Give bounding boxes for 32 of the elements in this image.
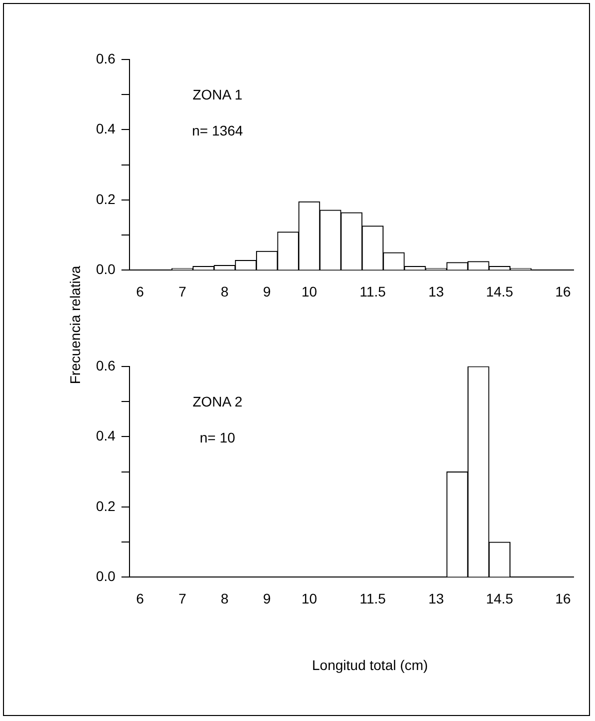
y-tick-label: 0.6 (96, 357, 116, 374)
x-tick-label: 10 (301, 590, 318, 606)
x-tick-label: 13 (428, 283, 444, 300)
annotation: ZONA 2 (192, 393, 243, 410)
x-tick-label: 7 (178, 590, 186, 606)
y-tick-label: 0.0 (96, 568, 116, 584)
x-tick-label: 13 (428, 590, 444, 606)
annotation: n= 1364 (192, 122, 244, 138)
x-tick-label: 10 (301, 283, 318, 300)
y-tick-label: 0.6 (96, 50, 116, 66)
y-tick-label: 0.4 (96, 428, 116, 444)
y-axis-title: Frecuencia relativa (67, 266, 83, 384)
x-tick-label: 11.5 (360, 590, 386, 606)
annotation: n= 10 (200, 429, 236, 446)
y-tick-label: 0.2 (96, 190, 116, 207)
y-tick-label: 0.4 (96, 120, 116, 137)
x-tick-label: 9 (263, 590, 272, 606)
x-tick-label: 9 (263, 283, 272, 300)
x-tick-label: 7 (178, 283, 186, 300)
y-tick-label: 0.0 (96, 261, 116, 278)
x-tick-label: 16 (555, 590, 572, 606)
x-tick-label: 8 (220, 590, 229, 606)
x-tick-label: 8 (220, 283, 229, 300)
y-tick-label: 0.2 (96, 498, 116, 514)
x-tick-label: 6 (136, 283, 144, 300)
x-tick-label: 14.5 (486, 283, 514, 300)
x-tick-label: 14.5 (486, 590, 514, 606)
x-axis-title: Longitud total (cm) (312, 657, 428, 673)
x-tick-label: 11.5 (360, 283, 386, 300)
annotation: ZONA 1 (192, 86, 243, 102)
x-tick-label: 16 (555, 283, 572, 300)
x-tick-label: 6 (136, 590, 144, 606)
